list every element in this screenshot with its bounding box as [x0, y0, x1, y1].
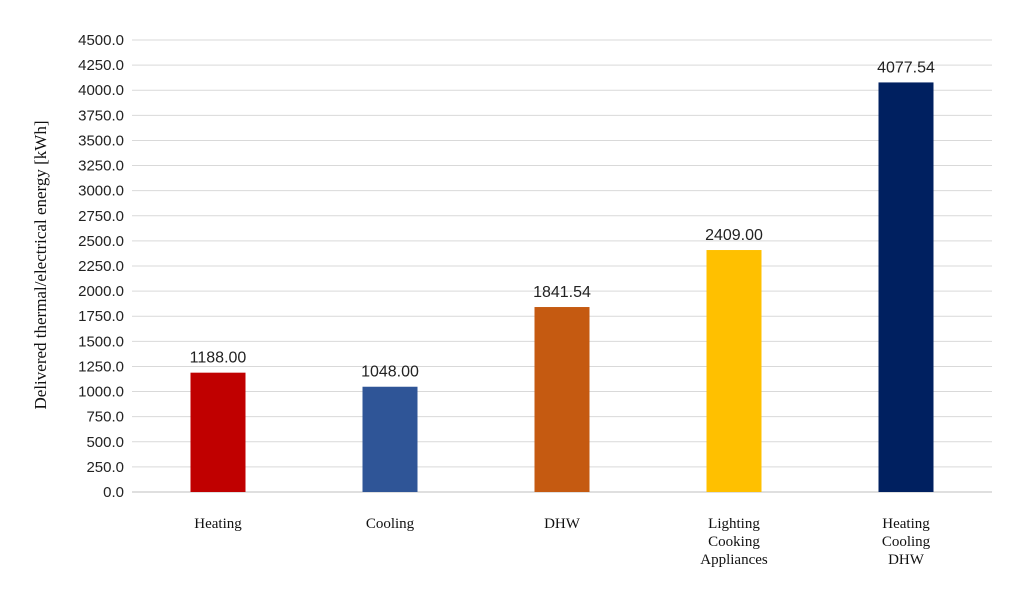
- bar: [190, 372, 246, 492]
- gridlines: [132, 39, 992, 493]
- bar: [362, 386, 418, 492]
- bar: [534, 307, 590, 492]
- y-axis-ticks: 0.0 250.0 500.0 750.0 1000.0 1250.0 1500.0 1750…: [78, 32, 124, 501]
- y-tick-label: 4000.0: [78, 82, 124, 99]
- data-label: 1048.00: [361, 364, 419, 381]
- data-label: 2409.00: [705, 227, 763, 244]
- y-tick-label: 1500.0: [78, 333, 124, 350]
- y-tick-label: 250.0: [86, 459, 124, 476]
- x-tick-label: Heating Cooling DHW: [882, 516, 931, 568]
- bars: [190, 82, 934, 492]
- x-tick-label: Heating: [194, 516, 242, 532]
- data-labels: 1188.00 1048.00 1841.54 2409.00 4077.54: [190, 59, 935, 380]
- y-tick-label: 2500.0: [78, 233, 124, 250]
- y-tick-label: 3750.0: [78, 107, 124, 124]
- y-tick-label: 1750.0: [78, 308, 124, 325]
- y-tick-label: 3500.0: [78, 132, 124, 149]
- data-label: 1841.54: [533, 284, 591, 301]
- y-tick-label: 3250.0: [78, 158, 124, 175]
- y-tick-label: 1000.0: [78, 384, 124, 401]
- x-tick-label: Cooling: [366, 516, 415, 532]
- y-tick-label: 2750.0: [78, 208, 124, 225]
- y-tick-label: 750.0: [86, 409, 124, 426]
- y-tick-label: 0.0: [103, 484, 124, 501]
- y-axis-label: Delivered thermal/electrical energy [kWh…: [31, 120, 50, 409]
- y-tick-label: 3000.0: [78, 183, 124, 200]
- bar: [706, 250, 762, 492]
- y-tick-label: 4250.0: [78, 57, 124, 74]
- y-tick-label: 500.0: [86, 434, 124, 451]
- x-tick-label: Lighting Cooking Appliances: [700, 516, 768, 568]
- bar: [878, 82, 934, 492]
- y-tick-label: 2000.0: [78, 283, 124, 300]
- y-tick-label: 4500.0: [78, 32, 124, 49]
- x-axis-categories: Heating Cooling DHW Lighting Cooking Applianc…: [194, 516, 930, 568]
- y-tick-label: 2250.0: [78, 258, 124, 275]
- x-tick-label: DHW: [544, 516, 581, 532]
- y-tick-label: 1250.0: [78, 358, 124, 375]
- data-label: 1188.00: [190, 350, 247, 367]
- data-label: 4077.54: [877, 59, 935, 76]
